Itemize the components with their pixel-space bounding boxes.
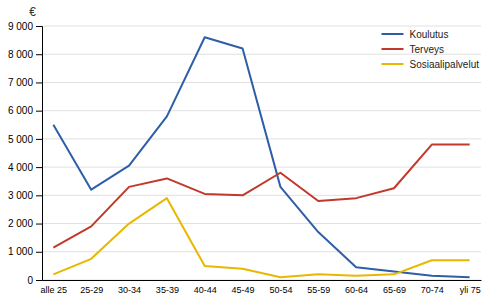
y-tick: 1 000	[8, 246, 42, 257]
legend-label: Terveys	[410, 44, 444, 55]
y-tick-label: 5 000	[8, 134, 33, 145]
y-tick-label: 9 000	[8, 21, 33, 32]
y-tick: 4 000	[8, 162, 42, 173]
legend-item: Terveys	[382, 44, 444, 55]
y-tick-mark	[36, 252, 42, 253]
x-tick-label: 45-49	[232, 285, 255, 295]
grid-line	[42, 26, 481, 27]
y-tick: 8 000	[8, 49, 42, 60]
x-tick: 40-44	[194, 285, 217, 295]
y-tick-label: 7 000	[8, 77, 33, 88]
y-tick-label: 1 000	[8, 246, 33, 257]
grid-line	[42, 223, 481, 224]
grid	[42, 26, 481, 280]
x-tick-label: 65-69	[383, 285, 406, 295]
y-tick-mark	[36, 82, 42, 83]
y-tick: 6 000	[8, 105, 42, 116]
x-tick-label: 40-44	[194, 285, 217, 295]
grid-line	[42, 195, 481, 196]
y-tick-label: 3 000	[8, 190, 33, 201]
series-line	[53, 145, 469, 248]
legend-swatch	[382, 33, 404, 35]
grid-line	[42, 138, 481, 139]
legend-label: Koulutus	[410, 29, 449, 40]
x-tick: 60-64	[345, 285, 368, 295]
x-tick: 55-59	[307, 285, 330, 295]
y-tick-label: 8 000	[8, 49, 33, 60]
x-tick: 30-34	[118, 285, 141, 295]
grid-line	[42, 82, 481, 83]
y-tick: 9 000	[8, 21, 42, 32]
x-tick: yli 75	[460, 285, 481, 295]
x-tick: 70-74	[421, 285, 444, 295]
series-line	[53, 37, 469, 277]
grid-line	[42, 167, 481, 168]
y-tick-mark	[36, 224, 42, 225]
y-axis-label: €	[29, 5, 36, 19]
x-tick-label: alle 25	[41, 285, 68, 295]
grid-line	[42, 251, 481, 252]
y-tick-label: 0	[27, 275, 33, 286]
x-tick: 25-29	[80, 285, 103, 295]
legend-swatch	[382, 63, 404, 65]
x-tick-label: 25-29	[80, 285, 103, 295]
x-tick: 35-39	[156, 285, 179, 295]
x-tick-label: 55-59	[307, 285, 330, 295]
y-tick: 0	[27, 275, 42, 286]
y-tick: 7 000	[8, 77, 42, 88]
legend-item: Sosiaalipalvelut	[382, 59, 480, 70]
x-tick-label: 50-54	[269, 285, 292, 295]
y-axis: 0 1 000 2 000 3 000 4 000 5 000 6 000 7 000 8 00…	[8, 21, 43, 286]
y-tick-mark	[36, 111, 42, 112]
y-tick-label: 2 000	[8, 218, 33, 229]
y-tick: 3 000	[8, 190, 42, 201]
y-tick: 2 000	[8, 218, 42, 229]
x-axis: alle 25 25-29 30-34 35-39 40-44 45-49 50-54 55-…	[41, 281, 482, 296]
y-tick: 5 000	[8, 134, 42, 145]
grid-line	[42, 280, 481, 281]
y-tick-mark	[36, 195, 42, 196]
grid-line	[42, 110, 481, 111]
x-tick-label: 60-64	[345, 285, 368, 295]
legend: Koulutus Terveys Sosiaalipalvelut	[382, 29, 480, 70]
y-tick-mark	[36, 280, 42, 281]
x-tick: 65-69	[383, 285, 406, 295]
x-tick: 45-49	[232, 285, 255, 295]
x-tick: alle 25	[41, 285, 68, 295]
legend-label: Sosiaalipalvelut	[410, 59, 480, 70]
y-tick-label: 6 000	[8, 105, 33, 116]
y-tick-mark	[36, 139, 42, 140]
y-tick-label: 4 000	[8, 162, 33, 173]
x-axis-line	[43, 280, 482, 281]
legend-swatch	[382, 48, 404, 50]
chart: 0 1 000 2 000 3 000 4 000 5 000 6 000 7 000 8 00…	[0, 0, 493, 304]
legend-item: Koulutus	[382, 29, 449, 40]
series-group	[53, 37, 469, 277]
y-tick-mark	[36, 54, 42, 55]
x-tick: 50-54	[269, 285, 292, 295]
plot: 0 1 000 2 000 3 000 4 000 5 000 6 000 7 000 8 00…	[8, 21, 482, 296]
x-tick-label: 35-39	[156, 285, 179, 295]
x-tick-label: 30-34	[118, 285, 141, 295]
x-tick-label: 70-74	[421, 285, 444, 295]
y-axis-line	[36, 27, 43, 281]
x-tick-label: yli 75	[460, 285, 481, 295]
y-tick-mark	[36, 26, 42, 27]
y-tick-mark	[36, 167, 42, 168]
series-line	[53, 198, 469, 277]
